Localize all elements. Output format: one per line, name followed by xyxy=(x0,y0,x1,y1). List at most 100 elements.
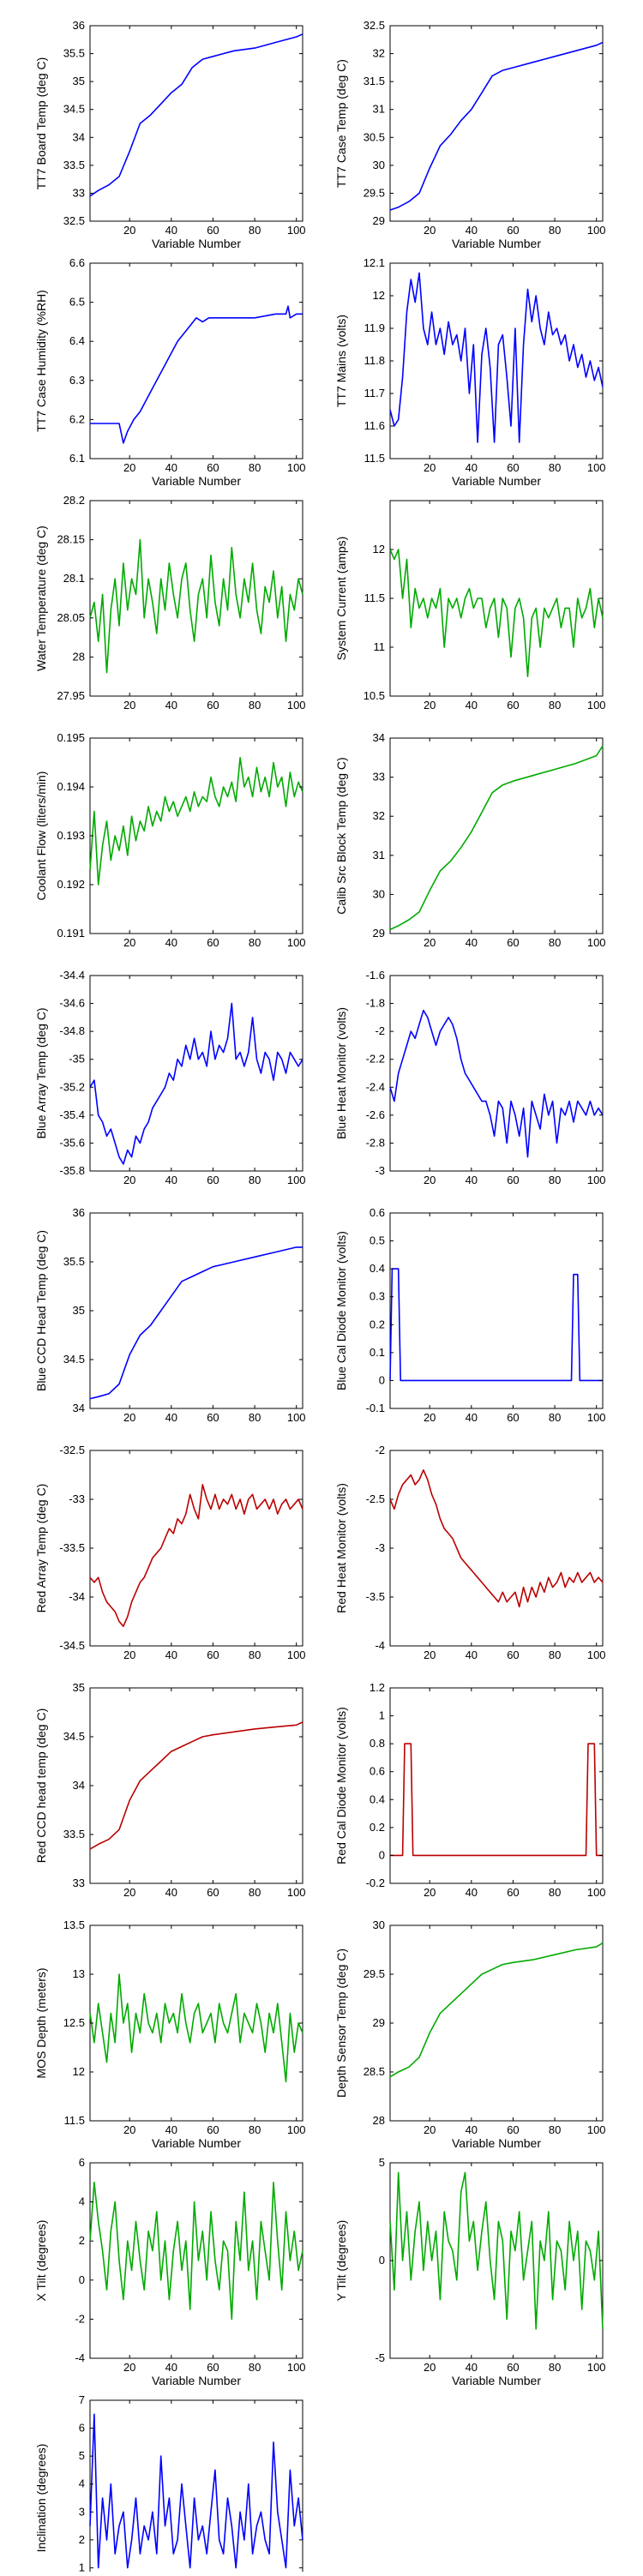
plot-frame xyxy=(389,500,604,697)
plot-frame xyxy=(89,1687,303,1884)
series-line xyxy=(89,1721,303,1850)
x-tick-label: 60 xyxy=(207,224,219,237)
y-tick-label: -0.1 xyxy=(366,1402,385,1414)
y-tick-label: 4 xyxy=(79,2477,85,2490)
y-tick-label: 6.3 xyxy=(69,374,85,387)
x-tick-label: 100 xyxy=(587,1174,606,1186)
chart-16: 20 40 60 80 100 -0.2 0 0.2 0.4 0.6 0.8 1 1.2 Red Cal … xyxy=(334,1681,606,1899)
x-axis-label: Variable Number xyxy=(152,2136,241,2150)
plot-frame xyxy=(389,25,604,222)
y-tick-label: -3.5 xyxy=(366,1590,385,1603)
y-tick-label: 11.6 xyxy=(364,419,385,432)
y-tick-label: -35 xyxy=(69,1053,85,1066)
chart-10: 20 40 60 80 100 -1.6 -1.8 -2 -2.2 -2.4 -2.6 -2.8 -3 B… xyxy=(334,969,606,1186)
x-tick-label: 100 xyxy=(287,1886,306,1899)
x-tick-label: 20 xyxy=(424,2123,436,2136)
x-axis-label: Variable Number xyxy=(452,237,541,250)
y-tick-label: 35 xyxy=(73,1304,85,1317)
plot-frame xyxy=(89,262,303,459)
chart-5: 20 40 60 80 100 27.95 28 28.05 28.1 28.15 28.2 Wate… xyxy=(34,494,306,712)
y-tick-label: 10.5 xyxy=(364,689,385,702)
y-tick-label: -0.2 xyxy=(366,1876,385,1889)
y-tick-label: 11.5 xyxy=(364,591,385,604)
y-tick-label: 5 xyxy=(79,2449,85,2462)
y-tick-label: 27.95 xyxy=(57,689,85,702)
x-axis-label: Variable Number xyxy=(452,2136,541,2150)
plot-frame xyxy=(89,2399,303,2576)
y-tick-label: 0.195 xyxy=(57,731,85,744)
x-tick-label: 80 xyxy=(549,1648,561,1661)
y-tick-label: -2.5 xyxy=(366,1492,385,1505)
x-tick-label: 40 xyxy=(466,699,478,712)
x-tick-label: 100 xyxy=(587,224,606,237)
series-line xyxy=(89,538,303,674)
x-tick-label: 20 xyxy=(123,699,135,712)
y-tick-label: -35.2 xyxy=(59,1080,85,1093)
x-tick-label: 100 xyxy=(587,2123,606,2136)
x-tick-label: 40 xyxy=(466,2361,478,2374)
x-tick-label: 100 xyxy=(587,1411,606,1424)
x-tick-label: 20 xyxy=(424,1886,436,1899)
series-line xyxy=(389,1942,604,2078)
chart-3: 20 40 60 80 100 6.1 6.2 6.3 6.4 6.5 6.6 Variable Nu… xyxy=(34,256,306,488)
x-tick-label: 20 xyxy=(123,461,135,474)
chart-19: 20 40 60 80 100 -4 -2 0 2 4 6 Variable Number X Tilt… xyxy=(34,2156,306,2387)
series-line xyxy=(390,1743,603,1857)
y-tick-label: 31 xyxy=(373,103,385,116)
y-tick-label: 12 xyxy=(73,2065,85,2078)
y-tick-label: 11.7 xyxy=(364,387,385,399)
x-tick-label: 100 xyxy=(587,936,606,949)
x-tick-label: 40 xyxy=(466,1886,478,1899)
y-tick-label: 6.5 xyxy=(69,296,85,309)
plot-frame xyxy=(89,1212,303,1409)
y-tick-label: 32 xyxy=(373,47,385,60)
x-tick-label: 60 xyxy=(207,461,219,474)
y-tick-label: 31.5 xyxy=(364,75,385,87)
x-tick-label: 40 xyxy=(165,1174,177,1186)
y-tick-label: 32.5 xyxy=(63,214,85,227)
x-tick-label: 80 xyxy=(249,2361,261,2374)
x-tick-label: 60 xyxy=(507,1411,519,1424)
y-tick-label: -4 xyxy=(75,2351,85,2364)
y-tick-label: 0.1 xyxy=(370,1346,385,1359)
x-tick-label: 100 xyxy=(587,1886,606,1899)
y-tick-label: -34.4 xyxy=(59,969,85,982)
chart-14: 20 40 60 80 100 -2 -2.5 -3 -3.5 -4 Red Heat Monito… xyxy=(334,1444,606,1661)
y-tick-label: 0.4 xyxy=(370,1262,385,1275)
plot-frame xyxy=(389,737,604,934)
chart-8: 20 40 60 80 100 29 30 31 32 33 34 Calib Src Block T… xyxy=(334,731,606,949)
y-tick-label: 29 xyxy=(373,214,385,227)
y-tick-label: 36 xyxy=(73,19,85,32)
y-tick-label: 13 xyxy=(73,1967,85,1980)
y-tick-label: 30 xyxy=(373,1918,385,1931)
y-axis-label: Blue Array Temp (deg C) xyxy=(34,1007,48,1138)
x-tick-label: 100 xyxy=(287,461,306,474)
y-axis-label: TT7 Board Temp (deg C) xyxy=(34,57,48,190)
chart-13: 20 40 60 80 100 -32.5 -33 -33.5 -34 -34.5 Red Arra… xyxy=(34,1444,306,1661)
x-tick-label: 40 xyxy=(466,936,478,949)
y-tick-label: -34.6 xyxy=(59,997,85,1010)
series-line xyxy=(389,41,604,211)
x-tick-label: 100 xyxy=(587,699,606,712)
x-tick-label: 100 xyxy=(287,1411,306,1424)
x-tick-label: 40 xyxy=(165,461,177,474)
x-tick-label: 80 xyxy=(549,2361,561,2374)
x-tick-label: 20 xyxy=(123,2361,135,2374)
y-tick-label: -2.8 xyxy=(366,1136,385,1149)
y-tick-label: 6.4 xyxy=(69,334,85,347)
x-tick-label: 20 xyxy=(424,1411,436,1424)
x-tick-label: 40 xyxy=(165,936,177,949)
y-tick-label: -5 xyxy=(375,2351,385,2364)
y-tick-label: 0.8 xyxy=(370,1737,385,1750)
x-tick-label: 60 xyxy=(207,936,219,949)
x-tick-label: 80 xyxy=(249,461,261,474)
y-tick-label: 36 xyxy=(73,1206,85,1219)
series-line xyxy=(389,1268,603,1382)
y-tick-label: 0 xyxy=(379,1848,385,1861)
plot-frame xyxy=(389,1212,604,1409)
x-tick-label: 20 xyxy=(123,936,135,949)
y-tick-label: -3 xyxy=(375,1541,385,1554)
y-tick-label: 0 xyxy=(79,2273,85,2286)
y-tick-label: 6 xyxy=(79,2422,85,2435)
